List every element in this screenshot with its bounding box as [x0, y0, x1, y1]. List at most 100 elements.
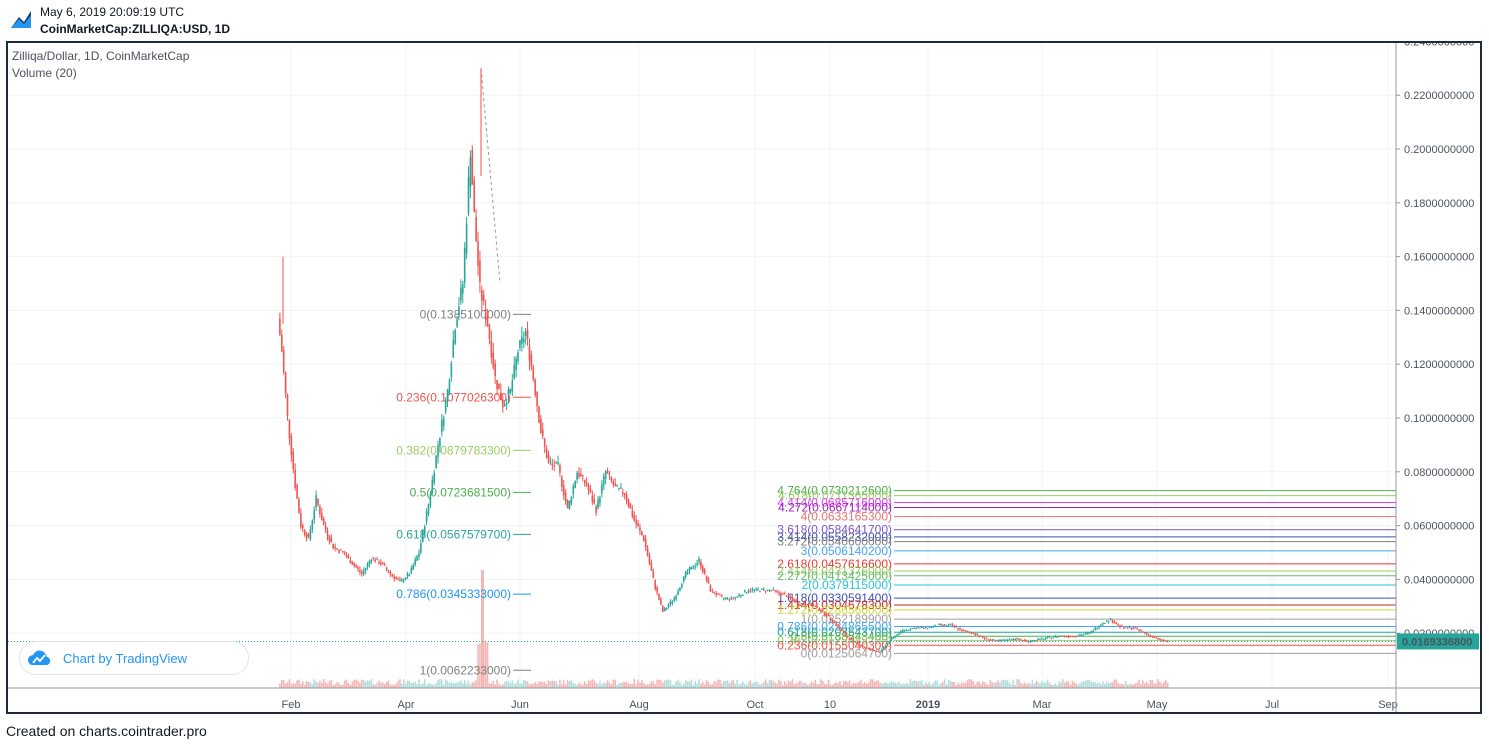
y-tick-label: 0.1000000000: [1404, 413, 1474, 425]
volume-bar: [1077, 684, 1079, 688]
y-tick-label: 0.2400000000: [1404, 43, 1474, 48]
candle-body: [361, 571, 363, 575]
volume-bar: [294, 683, 296, 688]
volume-bar: [839, 680, 841, 688]
volume-bar: [1109, 682, 1112, 688]
candle-body: [1086, 632, 1089, 634]
candle-body: [881, 649, 883, 652]
candle-body: [1136, 628, 1138, 630]
candle-body: [646, 547, 649, 556]
candle-body: [395, 577, 397, 579]
volume-bar: [494, 684, 496, 688]
volume-bar: [1123, 684, 1125, 688]
candle-body: [1149, 635, 1152, 637]
volume-bar: [662, 682, 664, 688]
candle-body: [911, 628, 914, 630]
volume-bar: [303, 684, 306, 688]
candle-body: [702, 566, 704, 573]
volume-bar: [896, 683, 898, 688]
candle-body: [724, 597, 727, 599]
candle-body: [528, 346, 531, 361]
fib-ext-label: 1.414(0.0304678300): [777, 598, 892, 612]
candle-body: [715, 593, 717, 596]
fib-ext-label: 0.5(0.0188543400): [791, 629, 892, 643]
series-legend: Zilliqa/Dollar, 1D, CoinMarketCap: [12, 49, 190, 63]
candle-body: [473, 180, 476, 213]
volume-bar: [1031, 679, 1034, 688]
tradingview-badge[interactable]: Chart by TradingView: [19, 641, 249, 675]
volume-bar: [724, 681, 727, 688]
volume-bar: [997, 680, 999, 688]
volume-bar: [372, 683, 375, 688]
candle-body: [463, 247, 466, 283]
candle-body: [770, 590, 773, 592]
volume-bar: [762, 681, 765, 688]
volume-bar: [479, 643, 481, 688]
volume-bar: [1103, 684, 1106, 688]
candle-body: [961, 629, 963, 632]
candle-body: [1134, 627, 1137, 629]
candle-body: [778, 592, 780, 594]
candle-body: [936, 626, 938, 628]
candle-body: [1111, 620, 1114, 623]
candle-body: [450, 363, 453, 378]
volume-bar: [376, 682, 378, 688]
volume-bar: [837, 683, 839, 688]
volume-bar: [534, 682, 536, 688]
candle-body: [841, 628, 843, 631]
volume-bar: [785, 683, 788, 688]
volume-bar: [749, 680, 752, 688]
volume-bar: [431, 684, 434, 688]
candle-body: [370, 560, 373, 563]
candle-body: [690, 566, 693, 570]
candle-body: [341, 551, 344, 553]
candle-body: [484, 308, 487, 321]
volume-bar: [1096, 683, 1098, 688]
candle-body: [511, 380, 514, 392]
volume-bar: [351, 681, 354, 688]
volume-bar: [766, 682, 769, 688]
volume-bar: [947, 679, 950, 688]
candle-body: [530, 354, 533, 367]
candle-body: [292, 451, 295, 470]
candle-body: [412, 565, 415, 570]
volume-bar: [915, 681, 917, 688]
fib-level-label: 1(0.0062233000): [420, 663, 511, 677]
volume-bar: [818, 683, 820, 688]
volume-bar: [1094, 682, 1097, 688]
volume-bar: [684, 679, 687, 688]
volume-bar: [620, 683, 622, 688]
volume-bar: [296, 680, 298, 688]
candle-body: [900, 630, 902, 633]
volume-bar: [995, 682, 997, 688]
candle-body: [561, 476, 563, 487]
candle-body: [1109, 618, 1112, 620]
volume-bar: [825, 684, 828, 688]
candle-body: [1128, 626, 1131, 628]
volume-bar: [427, 683, 430, 688]
candle-body: [730, 596, 733, 598]
volume-bar: [890, 681, 893, 688]
volume-bar: [688, 681, 691, 688]
candle-body: [1073, 636, 1076, 638]
volume-bar: [391, 684, 394, 688]
candle-body: [387, 570, 390, 573]
candle-body: [1067, 636, 1070, 638]
fib-level-label: 0.786(0.0345333000): [396, 587, 511, 601]
candle-body: [1102, 623, 1104, 625]
volume-bar: [938, 684, 940, 688]
candle-body: [513, 365, 516, 379]
x-tick-label: Sep: [1378, 699, 1398, 711]
volume-bar: [460, 680, 462, 688]
candle-body: [888, 641, 891, 644]
candle-body: [684, 571, 687, 577]
candle-body: [444, 400, 447, 412]
candle-body: [761, 588, 763, 590]
volume-bar: [804, 682, 807, 688]
volume-bar: [963, 683, 965, 688]
volume-bar: [650, 681, 653, 688]
volume-bar: [488, 683, 491, 688]
candle-body: [682, 576, 685, 582]
price-chart[interactable]: 0(0.1385100000) 0.236(0.1077026300) 0.382(…: [8, 43, 1480, 712]
volume-bar: [326, 683, 329, 688]
